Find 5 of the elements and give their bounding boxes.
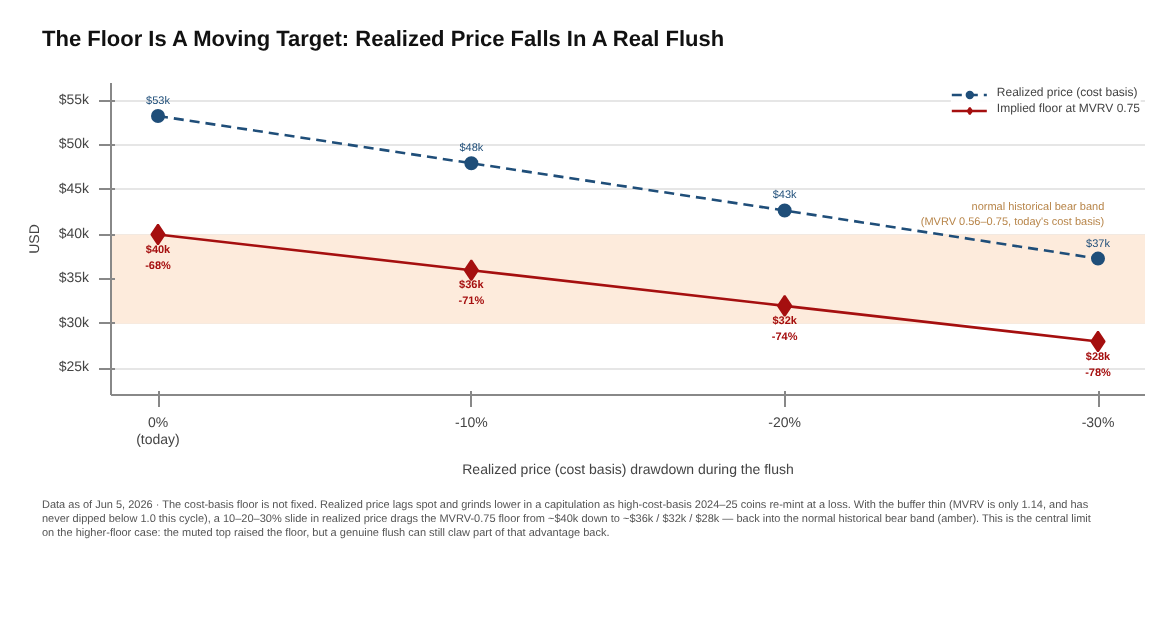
chart-title: The Floor Is A Moving Target: Realized Price Falls In A Real Flush <box>42 28 725 52</box>
point <box>151 108 165 123</box>
point <box>464 156 479 171</box>
point <box>1091 251 1105 266</box>
point <box>777 203 792 218</box>
